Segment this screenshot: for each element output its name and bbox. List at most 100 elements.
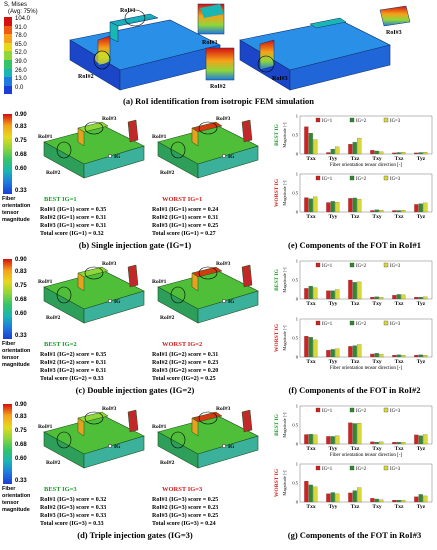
fot-colorbar-tick: 0.90	[15, 402, 27, 408]
stress-legend-subtitle: (Avg: 75%)	[8, 9, 38, 15]
injection-gate-label: IG	[114, 444, 121, 450]
category-label: Tyy	[329, 504, 338, 510]
bar	[313, 196, 318, 213]
chart-frame	[299, 173, 433, 213]
bar	[326, 350, 331, 358]
bar	[352, 282, 357, 300]
legend-swatch	[383, 175, 389, 181]
category-label: Txx	[306, 214, 315, 220]
bar	[313, 339, 318, 358]
stress-legend-value: 0.0	[15, 84, 24, 91]
best-ig-side-label: BEST IG	[274, 123, 280, 145]
worst-score-line: RoI#1 (IG=3) score = 0.25	[152, 497, 219, 503]
bar	[370, 150, 375, 155]
bar	[330, 201, 335, 213]
chart-ytick: 0.5	[292, 336, 298, 341]
worst-score-line: RoI#3 (IG=3) score = 0.25	[152, 513, 219, 519]
category-label: Tzz	[351, 446, 360, 452]
category-label: Tzz	[351, 301, 360, 307]
category-label: Tyz	[417, 156, 426, 162]
chart-ytick: 0.5	[292, 481, 298, 486]
bar	[374, 353, 379, 358]
bar	[330, 436, 335, 445]
fot-colorbar-tick: 0.60	[15, 166, 27, 172]
category-label: Tyy	[329, 214, 338, 220]
stress-legend-value: 13.0	[15, 76, 27, 83]
roi3-label-model2: RoI#3	[272, 76, 288, 82]
bar	[423, 434, 428, 445]
fot-model: RoI#1 RoI#3 RoI#2 IG	[38, 116, 145, 179]
fot-colorbar-tick: 0.33	[15, 478, 27, 484]
bar	[418, 354, 423, 358]
stress-legend-value: 65.0	[15, 41, 27, 48]
fot-models: RoI#1 RoI#3 RoI#2 IG RoI#1 RoI#3 RoI#2 IG	[38, 116, 259, 179]
fot-colorbar-tick: 0.68	[15, 442, 27, 448]
bar	[304, 335, 309, 358]
best-score-line: Total score (IG=1) = 0.32	[40, 231, 104, 237]
bar	[374, 209, 379, 213]
bar	[418, 152, 423, 155]
bar	[352, 142, 357, 155]
chart-ytick: 0	[296, 500, 299, 505]
legend-entry: IG=2	[356, 177, 367, 182]
fot-colorbar-label: orientation	[2, 348, 31, 354]
roi-label: RoI#3	[216, 116, 231, 122]
chart-ytick: 0	[296, 210, 299, 215]
fot-colorbar-label: tensor	[2, 210, 19, 216]
bar	[352, 423, 357, 445]
bar	[348, 346, 353, 358]
bar	[401, 441, 406, 445]
bar	[348, 492, 353, 503]
category-label: Tyy	[329, 156, 338, 162]
roi-label: RoI#3	[216, 261, 231, 267]
chart-ylabel: Magnitude [-]	[282, 122, 287, 148]
legend-swatch	[383, 262, 389, 268]
fot-colorbar-tick: 0.33	[15, 333, 27, 339]
bar	[352, 345, 357, 358]
panel-a: S, Mises (Avg: 75%) 104.0 91.0 78.0 65.0 52.…	[0, 0, 437, 108]
bar	[357, 281, 362, 300]
bar	[396, 499, 401, 503]
caption-a: (a) RoI identification from isotropic FE…	[123, 96, 314, 106]
category-label: Txz	[395, 359, 404, 365]
bar	[379, 151, 384, 155]
bar	[401, 499, 406, 503]
roi-label: RoI#1	[38, 279, 53, 285]
bar	[401, 294, 406, 300]
bar	[418, 296, 423, 300]
fot-colorbar-tick: 0.90	[15, 257, 27, 263]
category-label: Txz	[395, 156, 404, 162]
bar	[414, 296, 419, 300]
fot-colorbar-tick: 0.90	[15, 112, 27, 118]
bar	[423, 354, 428, 358]
category-label: Txy	[372, 359, 381, 365]
fot-colorbar-tick: 0.68	[15, 152, 27, 158]
bar	[357, 487, 362, 503]
roi-label: RoI#3	[102, 406, 117, 412]
legend-entry: IG=1	[322, 409, 333, 414]
fot-panel: 0.90 0.83 0.75 0.68 0.60 0.33 Fiber orientation…	[0, 402, 270, 542]
category-label: Txy	[372, 446, 381, 452]
chart-ylabel: Magnitude [-]	[282, 325, 287, 351]
bar	[396, 210, 401, 213]
chart-ytick: 0.5	[292, 133, 298, 138]
legend-swatch	[315, 407, 321, 413]
bar	[348, 144, 353, 155]
bar	[414, 152, 419, 155]
stress-legend-value: 104.0	[15, 16, 31, 22]
legend-entry: IG=2	[356, 322, 367, 327]
bar	[379, 499, 384, 503]
bar	[370, 353, 375, 358]
fot-colorbar-label: Fiber	[2, 341, 16, 347]
bar	[308, 133, 313, 155]
bar	[414, 204, 419, 213]
fot-colorbar-label: Fiber	[2, 486, 16, 492]
stress-legend-swatch	[4, 51, 12, 60]
best-ig-title: BEST IG=1	[44, 196, 77, 203]
bar	[326, 152, 331, 155]
chart-caption: (f) Components of the FOT in RoI#2	[288, 385, 421, 395]
bar	[348, 198, 353, 213]
fot-colorbar-tick: 0.60	[15, 456, 27, 462]
